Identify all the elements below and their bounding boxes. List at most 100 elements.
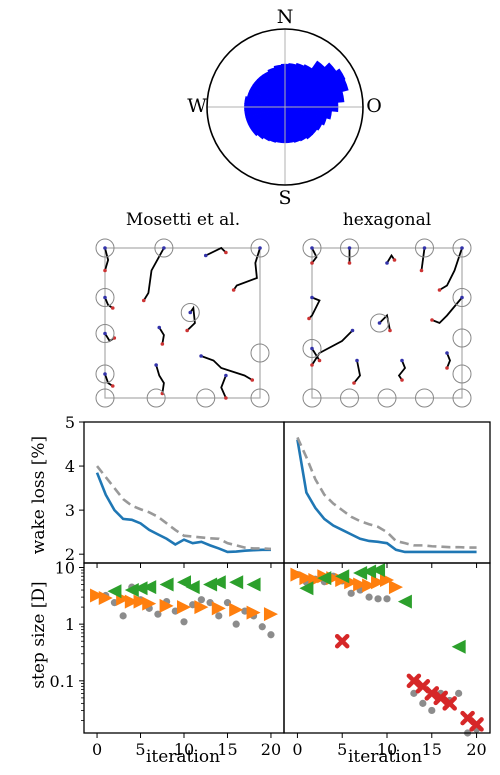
- turbine-rotor-circle: [340, 238, 359, 258]
- y-tick-label: 10: [55, 558, 75, 577]
- track-end-dot: [400, 378, 404, 382]
- track-start-dot: [310, 295, 314, 300]
- turbine-track: [104, 373, 114, 387]
- red-x-marker: [442, 696, 457, 711]
- track-end-dot: [310, 363, 314, 367]
- gray-dot-marker: [258, 623, 266, 631]
- track-start-dot: [347, 246, 352, 250]
- green-triangle-marker: [371, 563, 386, 578]
- xlabel-left: iteration: [146, 747, 220, 767]
- x-tick-label: 0: [92, 740, 102, 759]
- green-triangle-marker: [142, 580, 157, 595]
- wake-loss-ylabel: wake loss [%]: [29, 436, 49, 554]
- axes-frame: [283, 421, 491, 564]
- track-end-dot: [185, 328, 189, 333]
- compass-south-label: S: [278, 187, 291, 209]
- orange-triangle-marker: [211, 601, 226, 616]
- gray-dot-marker: [374, 595, 382, 603]
- green-triangle-marker: [211, 575, 226, 590]
- track-start-dot: [157, 325, 162, 330]
- turbine-track: [420, 247, 426, 271]
- turbine-rotor-circle: [250, 388, 270, 408]
- turbine-track: [142, 247, 165, 301]
- turbine-track: [431, 296, 463, 325]
- orange-triangle-marker: [177, 600, 191, 615]
- gray-dot-marker: [428, 706, 436, 715]
- green-triangle-marker: [246, 577, 261, 592]
- axes-frame: [83, 421, 285, 564]
- track-end-dot: [110, 384, 115, 388]
- turbine-rotor-circle: [95, 388, 115, 408]
- track-end-dot: [317, 358, 322, 363]
- track-end-dot: [110, 306, 115, 310]
- turbine-track: [155, 364, 165, 394]
- x-tick-label: 5: [135, 740, 145, 759]
- turbine-rotor-circle: [250, 238, 270, 258]
- track-end-dot: [231, 288, 236, 292]
- farm-boundary: [104, 247, 261, 399]
- rose-sector: [284, 68, 346, 108]
- turbine-rotor-circle: [302, 339, 322, 358]
- gray-dot-marker: [347, 589, 355, 597]
- rose-sector: [284, 106, 301, 143]
- turbine-rotor-circle: [95, 238, 115, 258]
- rose-sector: [273, 64, 286, 108]
- green-triangle-marker: [451, 639, 466, 654]
- track-end-dot: [250, 378, 255, 382]
- x-tick-label: 15: [422, 740, 442, 759]
- track-start-dot: [154, 363, 158, 367]
- green-triangle-marker: [335, 569, 350, 584]
- track-start-dot: [203, 253, 208, 258]
- gray-dot-marker: [215, 612, 223, 620]
- turbine-track: [104, 297, 114, 309]
- turbine-rotor-circle: [302, 388, 322, 408]
- orange-triangle-marker: [362, 578, 377, 593]
- turbine-rotor-circle: [340, 388, 359, 408]
- turbine-rotor-circle: [415, 238, 434, 258]
- green-triangle-marker: [203, 577, 218, 592]
- turbine-track: [378, 313, 391, 331]
- turbine-track: [353, 360, 361, 384]
- y-tick-label: 2: [65, 545, 75, 564]
- dashed-series-line: [96, 465, 272, 551]
- green-triangle-marker: [185, 580, 200, 595]
- y-tick-label: 4: [65, 457, 75, 476]
- step-size-panel-left: 0 5 10 15 20 10 1 0.1: [50, 558, 285, 759]
- green-triangle-marker: [177, 575, 191, 590]
- turbine-rotor-circle: [196, 388, 216, 408]
- track-start-dot: [460, 246, 464, 250]
- track-end-dot: [224, 250, 228, 255]
- orange-triangle-marker: [142, 596, 157, 611]
- track-end-dot: [430, 318, 434, 322]
- track-start-dot: [460, 295, 464, 300]
- gray-dot-marker: [197, 596, 205, 604]
- turbine-track: [311, 247, 318, 264]
- turbine-rotor-circle: [377, 388, 397, 408]
- red-x-marker: [334, 633, 350, 649]
- track-end-dot: [307, 316, 311, 321]
- wake-loss-panel-left: 2 3 4 5: [65, 413, 285, 568]
- farm-boundary: [311, 247, 463, 399]
- y-tick-label: 5: [65, 413, 75, 432]
- track-end-dot: [224, 396, 228, 400]
- track-end-dot: [310, 261, 314, 265]
- turbine-track: [446, 352, 451, 369]
- track-start-dot: [103, 331, 107, 336]
- track-start-dot: [188, 310, 193, 315]
- orange-triangle-marker: [371, 575, 386, 590]
- orange-triangle-marker: [194, 600, 209, 615]
- track-end-dot: [419, 268, 424, 273]
- green-triangle-marker: [107, 584, 122, 599]
- turbine-track: [311, 329, 354, 366]
- turbine-rotor-circle: [146, 388, 166, 408]
- turbine-rotor-circle: [95, 324, 115, 343]
- track-start-dot: [199, 354, 203, 358]
- green-triangle-marker: [124, 583, 139, 598]
- red-x-marker: [424, 686, 440, 701]
- track-end-dot: [160, 342, 165, 346]
- layout-panel-right: [302, 238, 472, 408]
- track-end-dot: [352, 381, 356, 385]
- gray-dot-marker: [383, 595, 391, 603]
- rose-sector: [284, 106, 323, 131]
- compass-west-label: W: [187, 95, 207, 117]
